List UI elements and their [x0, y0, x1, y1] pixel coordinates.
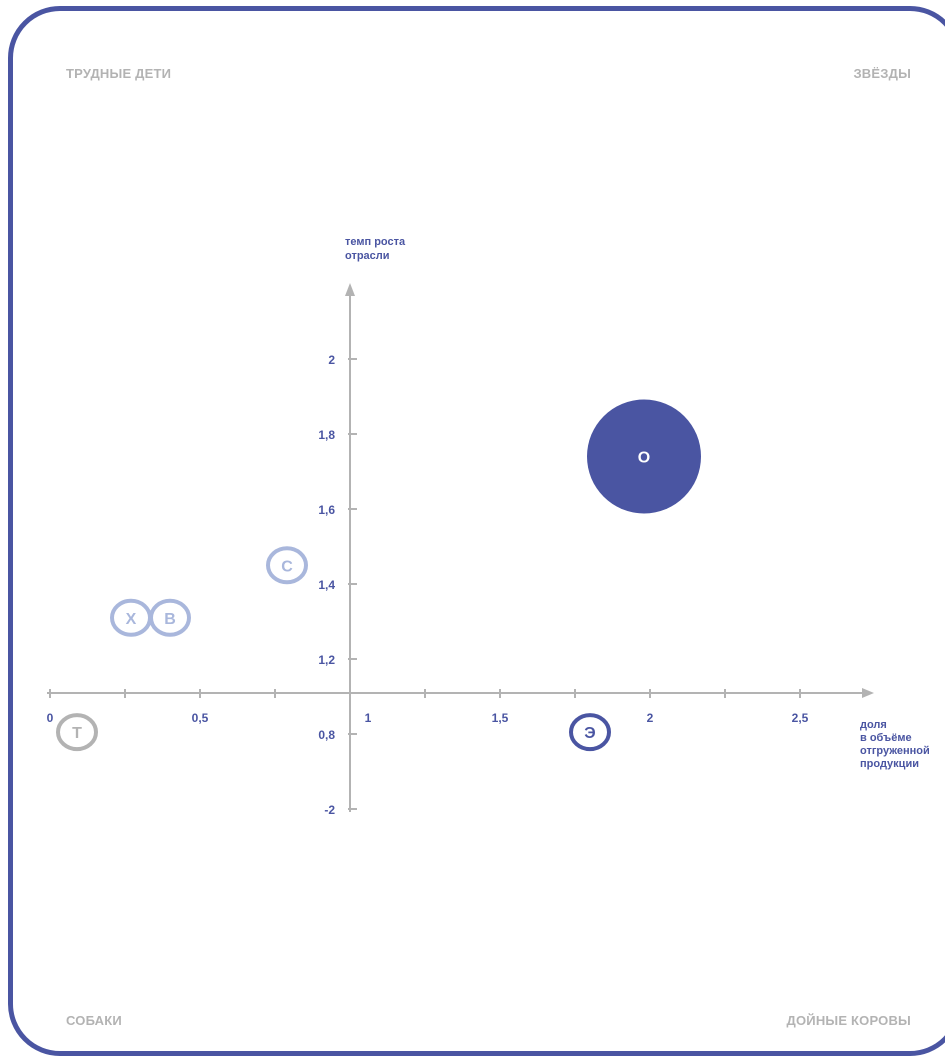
quadrant-label-dogs: СОБАКИ	[66, 1013, 122, 1028]
x-tick-label: 2,5	[792, 711, 809, 725]
x-axis-title: доля	[860, 719, 887, 731]
y-tick-label: -2	[324, 803, 335, 817]
bubble-С	[266, 546, 308, 585]
x-tick-label: 2	[647, 711, 654, 725]
bcg-matrix-chart: 0 0,5 1 1,5 2 2,5 2 1,8 1,6 1,4 1,2 0,8 -2 темп роста…	[47, 236, 930, 817]
y-axis-title: темп роста	[345, 236, 406, 248]
x-axis-title: продукции	[860, 758, 919, 770]
bubble-label: С	[281, 558, 293, 575]
y-tick-label: 1,8	[318, 428, 335, 442]
bubble-label: Э	[584, 725, 595, 742]
x-tick-label: 0	[47, 711, 54, 725]
bubble-label: Т	[72, 725, 82, 742]
y-tick-label: 1,2	[318, 653, 335, 667]
y-axis-title: отрасли	[345, 250, 390, 262]
y-tick-label: 2	[328, 353, 335, 367]
bubble-label: В	[164, 611, 176, 628]
x-axis-title: в объёме	[860, 732, 912, 744]
bubble-label: Х	[126, 611, 137, 628]
quadrant-label-problem-children: ТРУДНЫЕ ДЕТИ	[66, 66, 172, 81]
bubble-Э	[569, 713, 611, 752]
y-tick-label: 1,6	[318, 503, 335, 517]
x-tick-label: 1,5	[492, 711, 509, 725]
y-tick-label: 0,8	[318, 728, 335, 742]
chart-frame	[8, 6, 945, 1056]
x-axis-arrow-icon	[862, 688, 874, 698]
y-tick-label: 1,4	[318, 578, 335, 592]
quadrant-label-cash-cows: ДОЙНЫЕ КОРОВЫ	[786, 1013, 911, 1028]
x-tick-label: 1	[365, 711, 372, 725]
bubble-В	[149, 598, 191, 637]
x-tick-label: 0,5	[192, 711, 209, 725]
bubble-Т	[56, 713, 98, 752]
bubble-О	[587, 399, 701, 514]
quadrant-label-stars: ЗВЁЗДЫ	[853, 66, 911, 81]
y-axis-arrow-icon	[345, 283, 355, 296]
x-axis-title: отгруженной	[860, 745, 930, 757]
bubble-label: О	[638, 450, 650, 467]
